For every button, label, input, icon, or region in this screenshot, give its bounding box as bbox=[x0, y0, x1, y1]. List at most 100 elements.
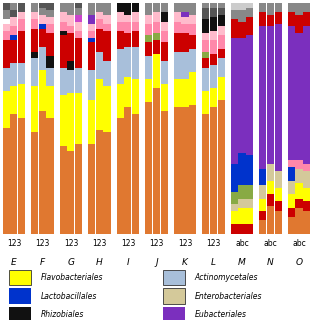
Bar bbox=[174, 33, 181, 52]
Bar bbox=[210, 65, 217, 88]
Bar bbox=[67, 61, 75, 70]
Bar bbox=[96, 19, 103, 28]
Bar bbox=[145, 15, 152, 24]
Bar bbox=[31, 28, 38, 52]
Bar bbox=[75, 31, 82, 38]
Bar bbox=[267, 164, 274, 180]
Text: 123: 123 bbox=[206, 239, 221, 248]
Text: Flavobacteriales: Flavobacteriales bbox=[41, 273, 103, 282]
Bar bbox=[259, 3, 267, 12]
Bar bbox=[161, 12, 168, 22]
Bar bbox=[3, 10, 10, 19]
Bar bbox=[231, 204, 238, 211]
Bar bbox=[124, 47, 132, 77]
Bar bbox=[60, 12, 67, 22]
Bar bbox=[145, 56, 152, 79]
Bar bbox=[246, 155, 253, 185]
Text: E: E bbox=[11, 258, 17, 267]
Bar bbox=[218, 59, 225, 77]
Bar bbox=[275, 3, 282, 12]
Bar bbox=[18, 63, 25, 84]
Bar bbox=[275, 12, 282, 24]
FancyBboxPatch shape bbox=[163, 270, 185, 285]
Bar bbox=[132, 79, 139, 114]
Bar bbox=[189, 49, 196, 72]
Bar bbox=[75, 144, 82, 234]
Bar bbox=[96, 28, 103, 52]
Bar bbox=[153, 3, 160, 12]
Bar bbox=[238, 3, 245, 10]
Bar bbox=[275, 188, 282, 201]
Bar bbox=[96, 12, 103, 19]
Text: Lactobacillales: Lactobacillales bbox=[41, 292, 97, 300]
Bar bbox=[96, 130, 103, 234]
Bar bbox=[31, 59, 38, 86]
Bar bbox=[39, 47, 46, 70]
Bar bbox=[259, 199, 267, 211]
Bar bbox=[117, 118, 124, 234]
Bar bbox=[124, 107, 132, 234]
Bar bbox=[275, 201, 282, 211]
Bar bbox=[153, 88, 160, 234]
Bar bbox=[246, 17, 253, 36]
Bar bbox=[189, 24, 196, 36]
Bar bbox=[103, 3, 111, 15]
Bar bbox=[67, 151, 75, 234]
Bar bbox=[288, 218, 295, 234]
Bar bbox=[39, 8, 46, 15]
Bar bbox=[10, 26, 18, 36]
Bar bbox=[75, 8, 82, 15]
Bar bbox=[218, 77, 225, 100]
Bar bbox=[18, 84, 25, 118]
Bar bbox=[288, 208, 295, 218]
Bar bbox=[103, 15, 111, 24]
Bar bbox=[231, 192, 238, 204]
Bar bbox=[39, 28, 46, 47]
Bar bbox=[161, 31, 168, 42]
Bar bbox=[267, 3, 274, 15]
Bar bbox=[67, 33, 75, 61]
Bar bbox=[259, 169, 267, 185]
Bar bbox=[88, 3, 95, 15]
Bar bbox=[124, 33, 132, 47]
Bar bbox=[3, 128, 10, 234]
Bar bbox=[202, 114, 209, 234]
Bar bbox=[295, 183, 302, 199]
Bar bbox=[60, 146, 67, 234]
Bar bbox=[259, 220, 267, 234]
Text: Eubacteriales: Eubacteriales bbox=[195, 310, 246, 319]
Bar bbox=[3, 24, 10, 31]
Bar bbox=[103, 86, 111, 132]
Bar bbox=[10, 114, 18, 234]
Bar bbox=[303, 164, 310, 172]
Bar bbox=[210, 107, 217, 234]
Bar bbox=[31, 52, 38, 59]
Bar bbox=[303, 201, 310, 211]
Bar bbox=[46, 56, 54, 68]
Bar bbox=[189, 105, 196, 234]
Bar bbox=[181, 79, 188, 107]
Bar bbox=[10, 86, 18, 114]
Bar bbox=[46, 33, 54, 56]
Bar bbox=[39, 15, 46, 24]
Bar bbox=[210, 17, 217, 31]
Bar bbox=[288, 3, 295, 12]
Text: G: G bbox=[68, 258, 75, 267]
Bar bbox=[60, 95, 67, 146]
Bar bbox=[231, 3, 238, 10]
Bar bbox=[67, 93, 75, 151]
Bar bbox=[275, 211, 282, 234]
Bar bbox=[174, 12, 181, 22]
Bar bbox=[10, 10, 18, 17]
Bar bbox=[31, 19, 38, 28]
Bar bbox=[88, 38, 95, 42]
Bar bbox=[275, 172, 282, 188]
Bar bbox=[267, 195, 274, 206]
Bar bbox=[210, 8, 217, 17]
Bar bbox=[210, 3, 217, 8]
Text: 123: 123 bbox=[35, 239, 50, 248]
Bar bbox=[10, 36, 18, 40]
Bar bbox=[46, 17, 54, 24]
Bar bbox=[60, 68, 67, 95]
Bar bbox=[88, 24, 95, 31]
